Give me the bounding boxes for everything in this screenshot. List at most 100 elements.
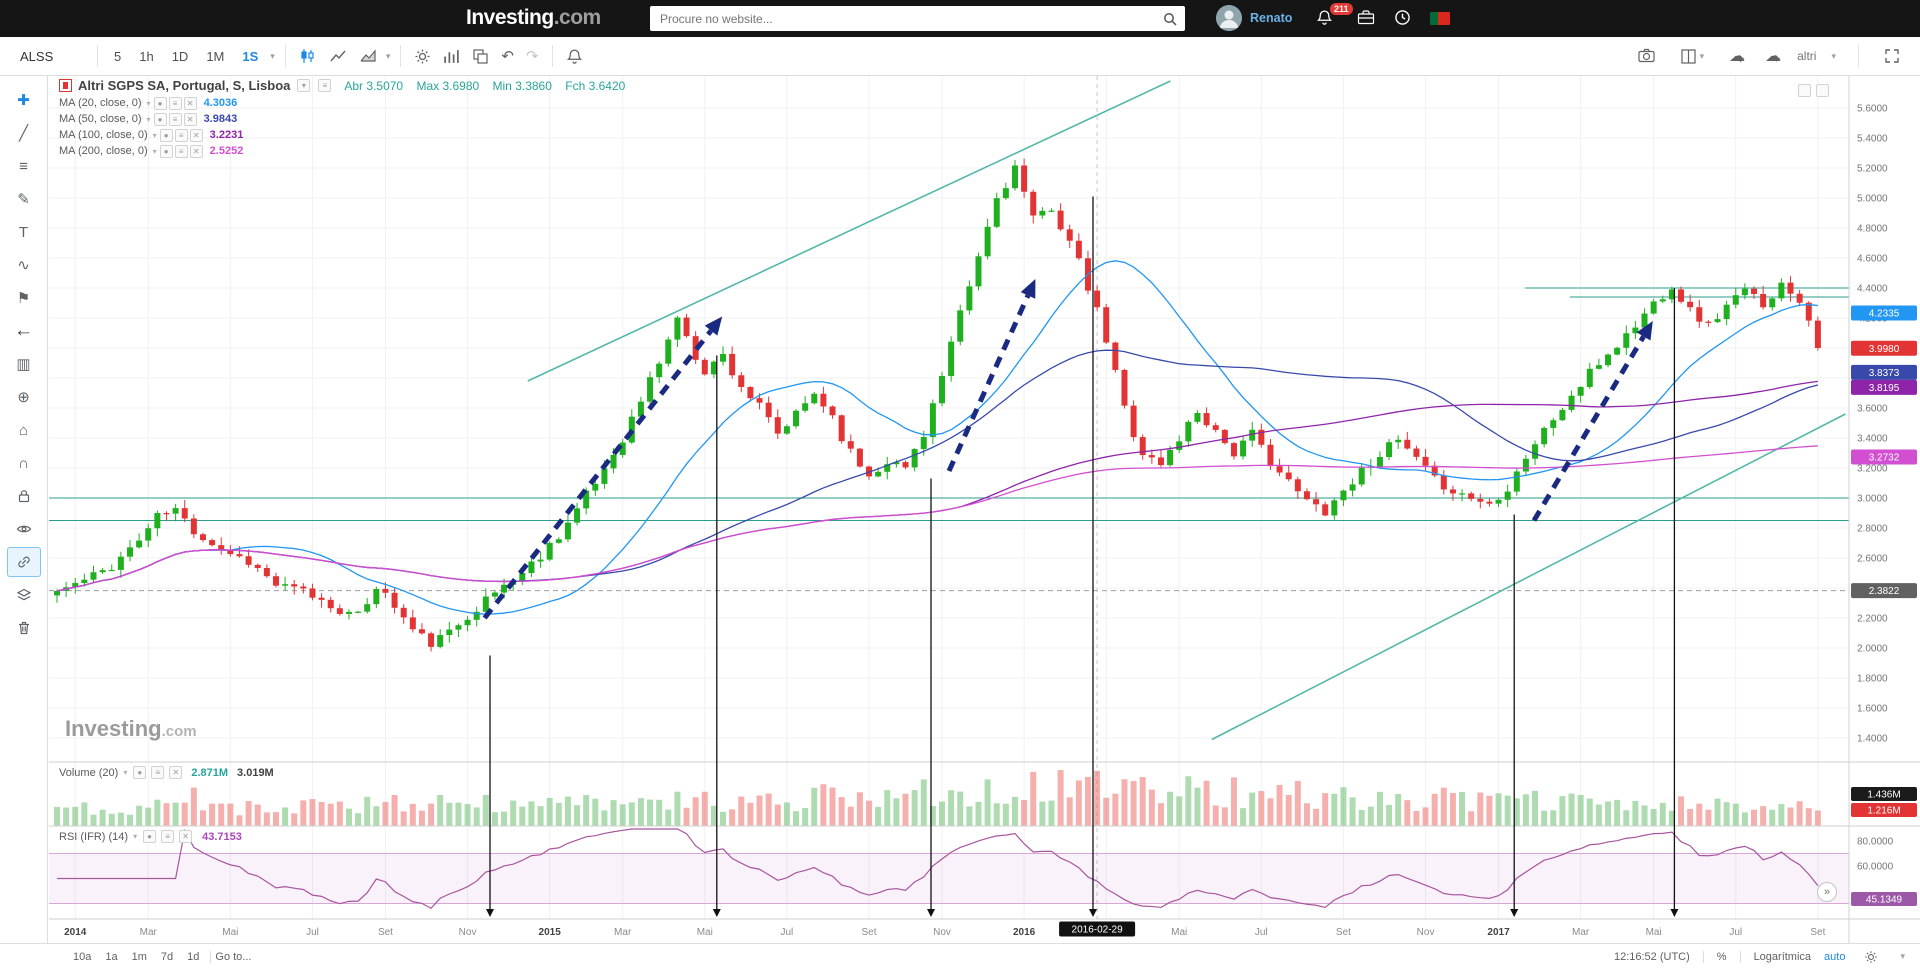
legend-visibility-toggle[interactable]: ● (153, 112, 167, 126)
notifications-bell-icon[interactable] (1316, 9, 1333, 26)
xabcd-pattern-tool[interactable]: ∿ (17, 257, 30, 274)
investing-logo[interactable]: Investing.com (466, 6, 601, 29)
portfolio-icon[interactable] (1357, 9, 1375, 26)
indicators-icon[interactable] (437, 48, 466, 65)
layout-name-dropdown-icon[interactable]: ▾ (1831, 50, 1836, 61)
legend-visibility-toggle[interactable]: ● (153, 96, 167, 110)
price-chart-canvas[interactable]: 5.6000 5.4000 5.2000 5.0000 4.8000 4.6000 4.40… (49, 76, 1920, 943)
fullscreen-icon[interactable] (1878, 48, 1906, 64)
svg-text:3.2732: 3.2732 (1869, 453, 1900, 464)
bottom-settings-gear-icon[interactable] (1858, 950, 1884, 964)
goto-button[interactable]: Go to... (215, 950, 252, 963)
candlestick-chart-icon[interactable] (293, 47, 323, 65)
undo-icon[interactable]: ↶ (501, 48, 514, 65)
line-chart-icon[interactable] (323, 47, 353, 65)
cloud-save-icon[interactable]: ☁ ↑ (1765, 48, 1782, 65)
clock-utc[interactable]: 12:16:52 (UTC) (1613, 950, 1690, 963)
interval-5-button[interactable]: 5 (114, 48, 122, 64)
back-arrow-tool[interactable]: ← (14, 320, 33, 341)
legend-close-button[interactable]: ✕ (179, 830, 193, 843)
legend-visibility-toggle[interactable]: ● (133, 766, 147, 779)
trash-tool[interactable] (7, 613, 41, 643)
chart-type-dropdown-icon[interactable]: ▾ (385, 50, 391, 61)
site-search[interactable] (650, 6, 1185, 31)
range-1m-button[interactable]: 1m (131, 950, 147, 963)
log-scale-button[interactable]: Logarítmica (1753, 950, 1812, 963)
svg-text:Jul: Jul (1255, 927, 1268, 938)
portugal-flag-icon[interactable] (1430, 12, 1450, 25)
eye-tool[interactable] (7, 514, 41, 544)
percent-scale-button[interactable]: % (1716, 950, 1727, 963)
divider (400, 45, 402, 67)
link-tool[interactable] (6, 547, 41, 577)
svg-text:1.4000: 1.4000 (1857, 734, 1888, 745)
symbol-input[interactable] (10, 48, 90, 64)
legend-visibility-toggle[interactable]: ● (143, 830, 157, 843)
range-1d-button[interactable]: 1d (187, 950, 200, 963)
rsi-scroll-right-button[interactable]: » (1817, 882, 1837, 902)
avatar[interactable] (1216, 5, 1242, 31)
interval-1M-button[interactable]: 1M (206, 48, 225, 64)
range-10a-button[interactable]: 10a (73, 950, 92, 963)
range-7d-button[interactable]: 7d (160, 950, 174, 963)
magnet-tool[interactable]: ∩ (18, 454, 29, 472)
interval-1S-button[interactable]: 1S (242, 48, 259, 64)
legend-visibility-toggle[interactable]: ● (159, 128, 173, 142)
legend-settings-button[interactable]: ≡ (174, 144, 188, 158)
search-icon[interactable] (1155, 12, 1185, 26)
watchlist-tool[interactable]: ⌂ (18, 421, 29, 439)
crosshair-tool[interactable]: ✚ (17, 92, 30, 109)
compare-icon[interactable] (466, 48, 495, 65)
panel-maximize-icon[interactable] (1816, 84, 1829, 97)
legend-close-button[interactable]: ✕ (183, 96, 197, 110)
svg-text:3.8373: 3.8373 (1869, 368, 1900, 379)
panel-collapse-icon[interactable] (1798, 84, 1811, 97)
lock-tool[interactable] (7, 481, 41, 511)
clock-icon[interactable] (1394, 9, 1411, 26)
legend-settings-button[interactable]: ≡ (168, 96, 182, 110)
bottom-toolbar: 10a 1a 1m 7d 1d Go to... 12:16:52 (UTC) % Lo… (0, 943, 1920, 969)
svg-text:Jul: Jul (780, 927, 793, 938)
forecast-tool[interactable]: ⚑ (16, 290, 31, 307)
screenshot-camera-icon[interactable] (1631, 47, 1662, 65)
legend-close-button[interactable]: ✕ (169, 766, 183, 779)
svg-text:2.3822: 2.3822 (1869, 586, 1900, 597)
interval-1h-button[interactable]: 1h (139, 48, 154, 64)
legend-close-button[interactable]: ✕ (189, 128, 203, 142)
legend-collapse-icon[interactable]: ▾ (297, 79, 311, 92)
layout-name[interactable]: altri (1797, 49, 1817, 63)
trend-line-tool[interactable]: ╱ (18, 125, 29, 142)
settings-gear-icon[interactable] (408, 48, 437, 65)
interval-dropdown-icon[interactable]: ▾ (270, 50, 275, 61)
layout-dropdown-icon[interactable]: ▾ (1699, 50, 1705, 61)
cloud-load-icon[interactable]: ☁ ↓ (1729, 48, 1746, 65)
svg-text:3.6000: 3.6000 (1857, 404, 1888, 415)
collapse-panel-icon[interactable]: ▾ (1900, 951, 1905, 961)
legend-close-button[interactable]: ✕ (189, 144, 203, 158)
alert-bell-icon[interactable] (560, 48, 589, 65)
layers-tool[interactable] (7, 580, 41, 610)
svg-text:1.436M: 1.436M (1867, 790, 1900, 801)
svg-text:Set: Set (1810, 927, 1825, 938)
layout-grid-icon[interactable]: ▾ (1674, 48, 1714, 65)
redo-icon[interactable]: ↷ (525, 48, 539, 65)
bar-pattern-tool[interactable]: ▥ (16, 356, 31, 373)
fib-retracement-tool[interactable]: ≡ (19, 157, 28, 175)
text-tool[interactable]: T (18, 223, 29, 241)
legend-close-button[interactable]: ✕ (183, 112, 197, 126)
area-chart-icon[interactable] (353, 47, 383, 65)
auto-scale-button[interactable]: auto (1824, 950, 1846, 963)
legend-settings-button[interactable]: ≡ (161, 830, 175, 843)
legend-settings-button[interactable]: ≡ (168, 112, 182, 126)
zoom-in-tool[interactable]: ⊕ (17, 389, 30, 406)
brush-tool[interactable]: ✎ (17, 191, 30, 208)
svg-text:2014: 2014 (64, 927, 87, 938)
range-1a-button[interactable]: 1a (105, 950, 118, 963)
search-input[interactable] (650, 11, 1155, 26)
legend-visibility-toggle[interactable]: ● (159, 144, 173, 158)
legend-settings-button[interactable]: ≡ (174, 128, 188, 142)
legend-settings-button[interactable]: ≡ (151, 766, 165, 779)
username[interactable]: Renato (1250, 11, 1293, 25)
legend-menu-icon[interactable]: ≡ (318, 79, 332, 92)
interval-1D-button[interactable]: 1D (171, 48, 189, 64)
